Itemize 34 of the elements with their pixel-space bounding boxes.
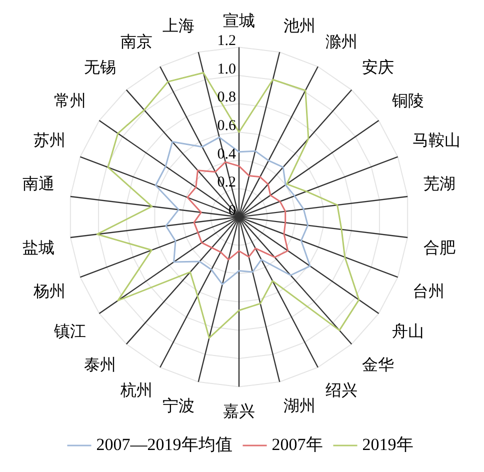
spoke-label: 嘉兴 (223, 402, 255, 421)
y-tick-label: 0 (228, 202, 236, 219)
spoke-label: 杨州 (32, 282, 66, 301)
spoke-label: 台州 (412, 282, 445, 301)
legend-label: 2007年 (272, 434, 323, 454)
spoke-label: 滁州 (325, 33, 358, 52)
spoke-label: 泰州 (84, 356, 116, 374)
spoke-label: 舟山 (392, 322, 424, 340)
spoke-label: 绍兴 (325, 381, 358, 400)
spoke-label: 无锡 (84, 60, 116, 77)
spoke-label: 镇江 (53, 323, 86, 340)
spoke-label: 铜陵 (390, 92, 424, 110)
spoke-label: 池州 (283, 17, 316, 36)
legend-label: 2019年 (362, 434, 414, 454)
spoke-label: 湖州 (283, 397, 316, 416)
y-tick-label: 0.8 (217, 90, 236, 106)
spoke-label: 南通 (22, 175, 55, 194)
spoke-label: 宣城 (223, 12, 255, 30)
spoke-label: 上海 (162, 17, 195, 36)
spoke-label: 杭州 (120, 381, 153, 400)
spoke-label: 马鞍山 (412, 132, 461, 150)
spoke-label: 金华 (362, 356, 394, 374)
legend-label: 2007—2019年均值 (96, 434, 232, 454)
spoke-label: 南京 (120, 33, 153, 52)
spoke-label: 苏州 (33, 132, 66, 150)
y-tick-label: 0.6 (217, 118, 236, 134)
spoke-label: 常州 (54, 92, 86, 110)
spoke-label: 安庆 (362, 58, 394, 77)
spoke-label: 合肥 (423, 239, 456, 258)
spoke-label: 盐城 (22, 239, 55, 258)
y-tick-label: 1.2 (217, 33, 236, 50)
y-tick-label: 1.0 (217, 61, 236, 78)
spoke-label: 芜湖 (423, 175, 456, 194)
spoke-label: 宁波 (162, 397, 195, 416)
